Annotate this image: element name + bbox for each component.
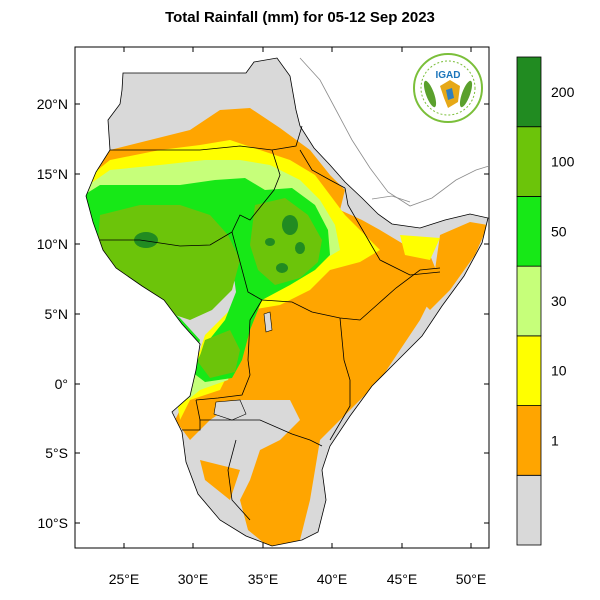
lon-label: 35°E — [248, 571, 279, 587]
color-legend: 1 10 30 50 100 200 — [516, 56, 575, 546]
lon-label: 50°E — [456, 571, 487, 587]
legend-swatch — [516, 474, 542, 546]
lon-tick-labels: 25°E 30°E 35°E 40°E 45°E 50°E — [109, 571, 487, 587]
legend-label: 1 — [551, 432, 559, 448]
lat-tick-labels: 20°N 15°N 10°N 5°N 0° 5°S 10°S — [37, 96, 68, 531]
legend-label: 200 — [551, 84, 575, 100]
rain-200-plus — [134, 215, 305, 273]
rain-100-200 — [98, 198, 322, 378]
lat-label: 10°N — [37, 236, 68, 252]
country-borders — [100, 125, 441, 521]
lon-label: 25°E — [109, 571, 140, 587]
igad-logo: IGAD — [413, 53, 483, 123]
lat-label: 5°S — [45, 445, 68, 461]
logo-text: IGAD — [436, 70, 461, 81]
lat-label: 0° — [55, 376, 68, 392]
lon-tick-marks — [123, 47, 472, 548]
legend-label: 30 — [551, 293, 567, 309]
lat-label: 10°S — [37, 515, 68, 531]
legend-swatch — [516, 265, 542, 337]
legend-swatch — [516, 335, 542, 406]
legend-swatch — [516, 56, 542, 128]
lat-label: 5°N — [45, 306, 69, 322]
lakes — [213, 311, 273, 421]
legend-label: 10 — [551, 363, 567, 379]
coastlines — [299, 57, 490, 207]
map-title: Total Rainfall (mm) for 05-12 Sep 2023 — [165, 9, 435, 26]
lon-label: 40°E — [317, 571, 348, 587]
lake-turkana — [263, 311, 273, 333]
lat-tick-marks — [75, 103, 489, 524]
legend-swatch — [516, 126, 542, 197]
lat-label: 15°N — [37, 166, 68, 182]
legend-label: 100 — [551, 154, 575, 170]
lake-victoria — [213, 399, 247, 421]
lon-label: 45°E — [387, 571, 418, 587]
lat-label: 20°N — [37, 96, 68, 112]
legend-swatch — [516, 405, 542, 476]
legend-swatch — [516, 196, 542, 267]
lon-label: 30°E — [178, 571, 209, 587]
legend-label: 50 — [551, 223, 567, 239]
